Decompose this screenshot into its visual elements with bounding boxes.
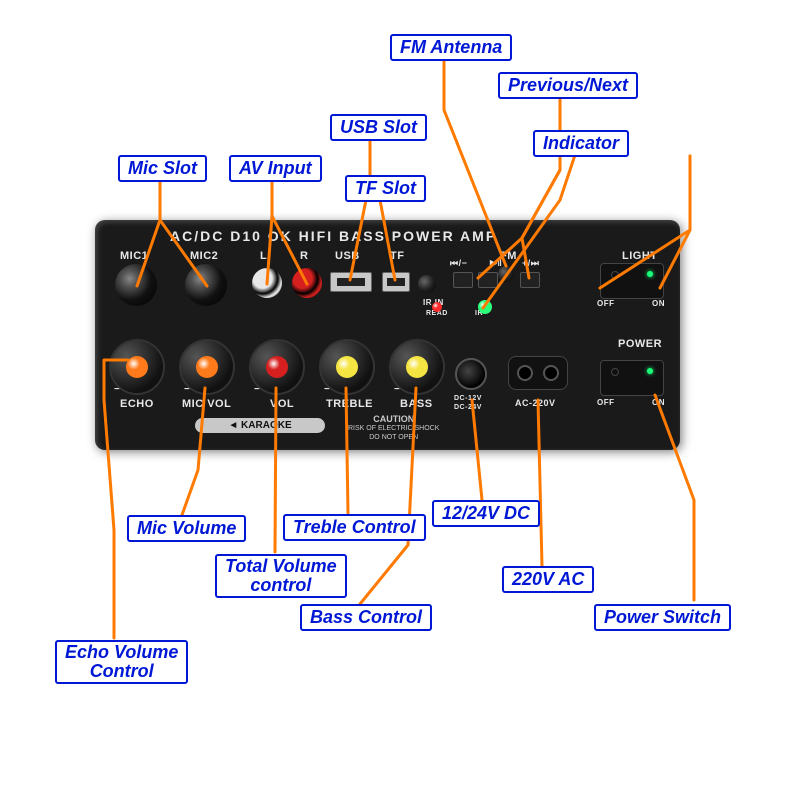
media-button	[453, 272, 473, 288]
callout-power-sw: Power Switch	[594, 604, 731, 631]
ac-pin	[543, 365, 559, 381]
callout-mic-slot: Mic Slot	[118, 155, 207, 182]
panel-label: TREBLE	[326, 398, 373, 410]
knob-cap	[266, 356, 288, 378]
media-button	[478, 272, 498, 288]
panel-label: +/⏭	[522, 258, 539, 269]
ac-inlet-port	[508, 356, 568, 390]
mic-jack	[185, 264, 227, 306]
karaoke-band: ◄ KARAOKE	[195, 418, 325, 433]
ac-pin	[517, 365, 533, 381]
rocker-on-dot	[647, 368, 653, 374]
callout-indicator: Indicator	[533, 130, 629, 157]
callout-echo: Echo VolumeControl	[55, 640, 188, 684]
usb-slot-port	[330, 272, 372, 292]
callout-bass: Bass Control	[300, 604, 432, 631]
panel-label: L	[260, 250, 267, 262]
callout-av-input: AV Input	[229, 155, 322, 182]
caution-label: CAUTIONRISK OF ELECTRIC SHOCKDO NOT OPEN	[348, 414, 439, 442]
aux-jack	[418, 275, 436, 293]
knob	[179, 339, 235, 395]
panel-label: DC-12V	[454, 395, 482, 402]
panel-label: BASS	[400, 398, 433, 410]
power-switch-rocker	[600, 360, 664, 396]
rocker-off-dot	[611, 271, 619, 279]
panel-label: DC-24V	[454, 404, 482, 411]
callout-usb-slot: USB Slot	[330, 114, 427, 141]
callout-tf-slot: TF Slot	[345, 175, 426, 202]
tf-slot-port	[382, 272, 410, 292]
panel-label: ON	[652, 398, 665, 407]
rocker-off-dot	[611, 368, 619, 376]
panel-label: MIC1	[120, 250, 148, 262]
aux-jack	[498, 266, 514, 282]
panel-label: VOL	[270, 398, 294, 410]
media-button	[520, 272, 540, 288]
panel-label: OFF	[597, 299, 615, 308]
callout-prev-next: Previous/Next	[498, 72, 638, 99]
callout-mic-volume: Mic Volume	[127, 515, 246, 542]
knob-cap	[196, 356, 218, 378]
light-switch	[600, 263, 664, 299]
panel-label: OFF	[597, 398, 615, 407]
panel-label: TF	[390, 250, 404, 262]
panel-label: AC-220V	[515, 398, 556, 408]
panel-label: ON	[652, 299, 665, 308]
rocker-on-dot	[647, 271, 653, 277]
callout-fm-antenna: FM Antenna	[390, 34, 512, 61]
panel-label: R	[300, 250, 308, 262]
callout-12-24v: 12/24V DC	[432, 500, 540, 527]
knob-cap	[406, 356, 428, 378]
callout-total-vol: Total Volumecontrol	[215, 554, 347, 598]
panel-label: USB	[335, 250, 360, 262]
panel-label: LIGHT	[622, 250, 658, 262]
panel-label: MIC2	[190, 250, 218, 262]
knob	[319, 339, 375, 395]
led-icon	[432, 302, 442, 312]
led-icon	[478, 300, 492, 314]
rca-jack	[292, 268, 322, 298]
knob	[249, 339, 305, 395]
callout-220v: 220V AC	[502, 566, 594, 593]
mic-jack	[115, 264, 157, 306]
knob	[109, 339, 165, 395]
knob-cap	[126, 356, 148, 378]
panel-label: FM	[500, 250, 517, 262]
panel-label: MIC VOL	[182, 398, 231, 410]
panel-header: AC/DC D10 OK HIFI BASS POWER AMP	[170, 228, 497, 244]
callout-treble: Treble Control	[283, 514, 426, 541]
panel-label: ⏮/−	[450, 258, 467, 269]
knob	[389, 339, 445, 395]
dc-jack-port	[455, 358, 487, 390]
panel-label: POWER	[618, 338, 662, 350]
rca-jack	[252, 268, 282, 298]
panel-label: ECHO	[120, 398, 154, 410]
knob-cap	[336, 356, 358, 378]
